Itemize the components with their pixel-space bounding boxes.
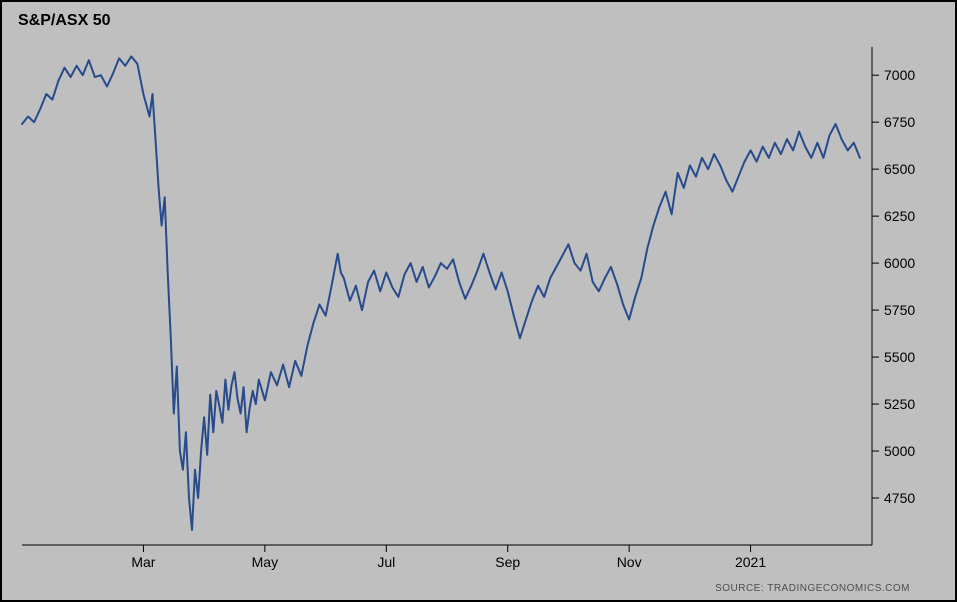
svg-text:6000: 6000	[884, 255, 915, 271]
svg-text:5250: 5250	[884, 396, 915, 412]
svg-text:5000: 5000	[884, 443, 915, 459]
svg-text:5500: 5500	[884, 349, 915, 365]
svg-text:Sep: Sep	[495, 554, 520, 570]
svg-text:Nov: Nov	[617, 554, 642, 570]
svg-text:4750: 4750	[884, 490, 915, 506]
chart-frame: S&P/ASX 50 MarMayJulSepNov20214750500052…	[0, 0, 957, 602]
svg-text:Mar: Mar	[131, 554, 155, 570]
svg-text:May: May	[252, 554, 278, 570]
svg-text:Jul: Jul	[377, 554, 395, 570]
svg-text:7000: 7000	[884, 67, 915, 83]
svg-text:5750: 5750	[884, 302, 915, 318]
chart-plot: Mar May Jul Sep Nov 2021 4750 5000 5250 5500 5750 6…	[2, 2, 957, 602]
svg-text:2021: 2021	[735, 554, 766, 570]
svg-text:6500: 6500	[884, 161, 915, 177]
chart-source: SOURCE: TRADINGECONOMICS.COM	[715, 583, 910, 594]
svg-text:6750: 6750	[884, 114, 915, 130]
svg-text:6250: 6250	[884, 208, 915, 224]
